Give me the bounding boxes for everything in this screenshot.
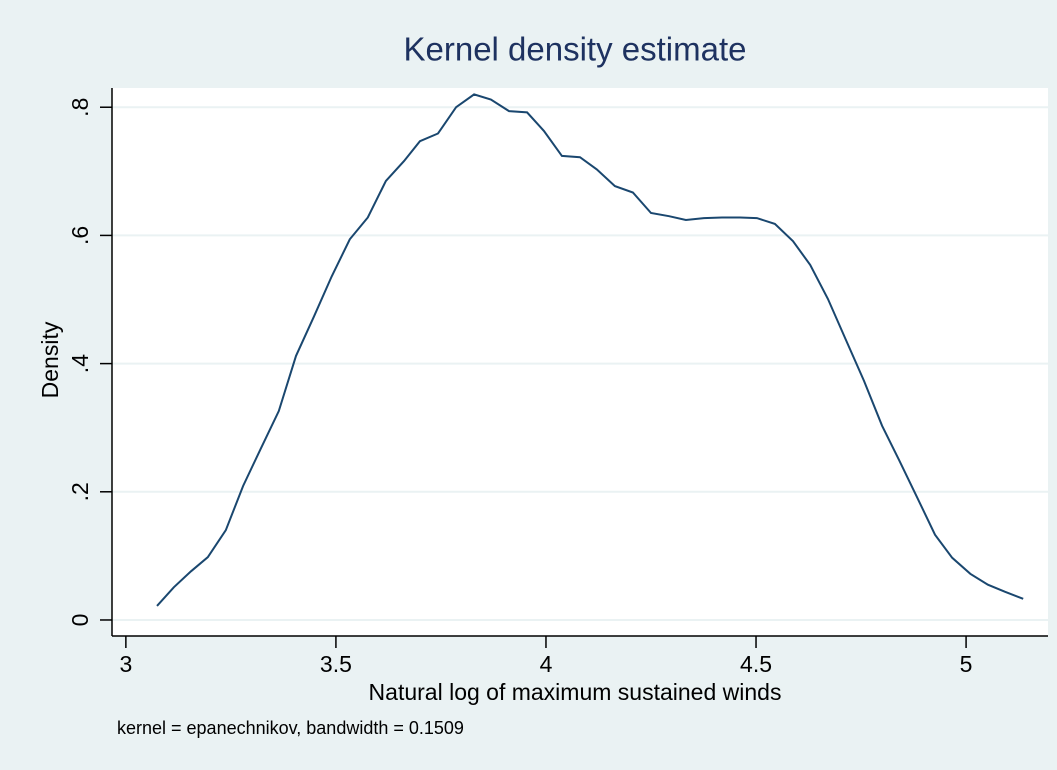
y-tick-label: .2 [67,482,93,501]
plot-area [112,88,1048,636]
y-axis-label: Density [37,321,63,398]
y-tick-label: 0 [67,614,93,627]
x-tick-label: 4 [540,651,553,677]
x-tick-label: 3.5 [320,651,352,677]
x-tick-label: 5 [960,651,973,677]
note: kernel = epanechnikov, bandwidth = 0.150… [117,718,464,738]
y-tick-label: .6 [67,226,93,245]
chart-title: Kernel density estimate [403,31,746,68]
x-tick-label: 3 [119,651,132,677]
density-line [156,93,1024,607]
x-tick-label: 4.5 [740,651,772,677]
y-tick-label: .8 [67,98,93,117]
y-tick-label: .4 [67,354,93,373]
x-axis-label: Natural log of maximum sustained winds [369,679,782,705]
